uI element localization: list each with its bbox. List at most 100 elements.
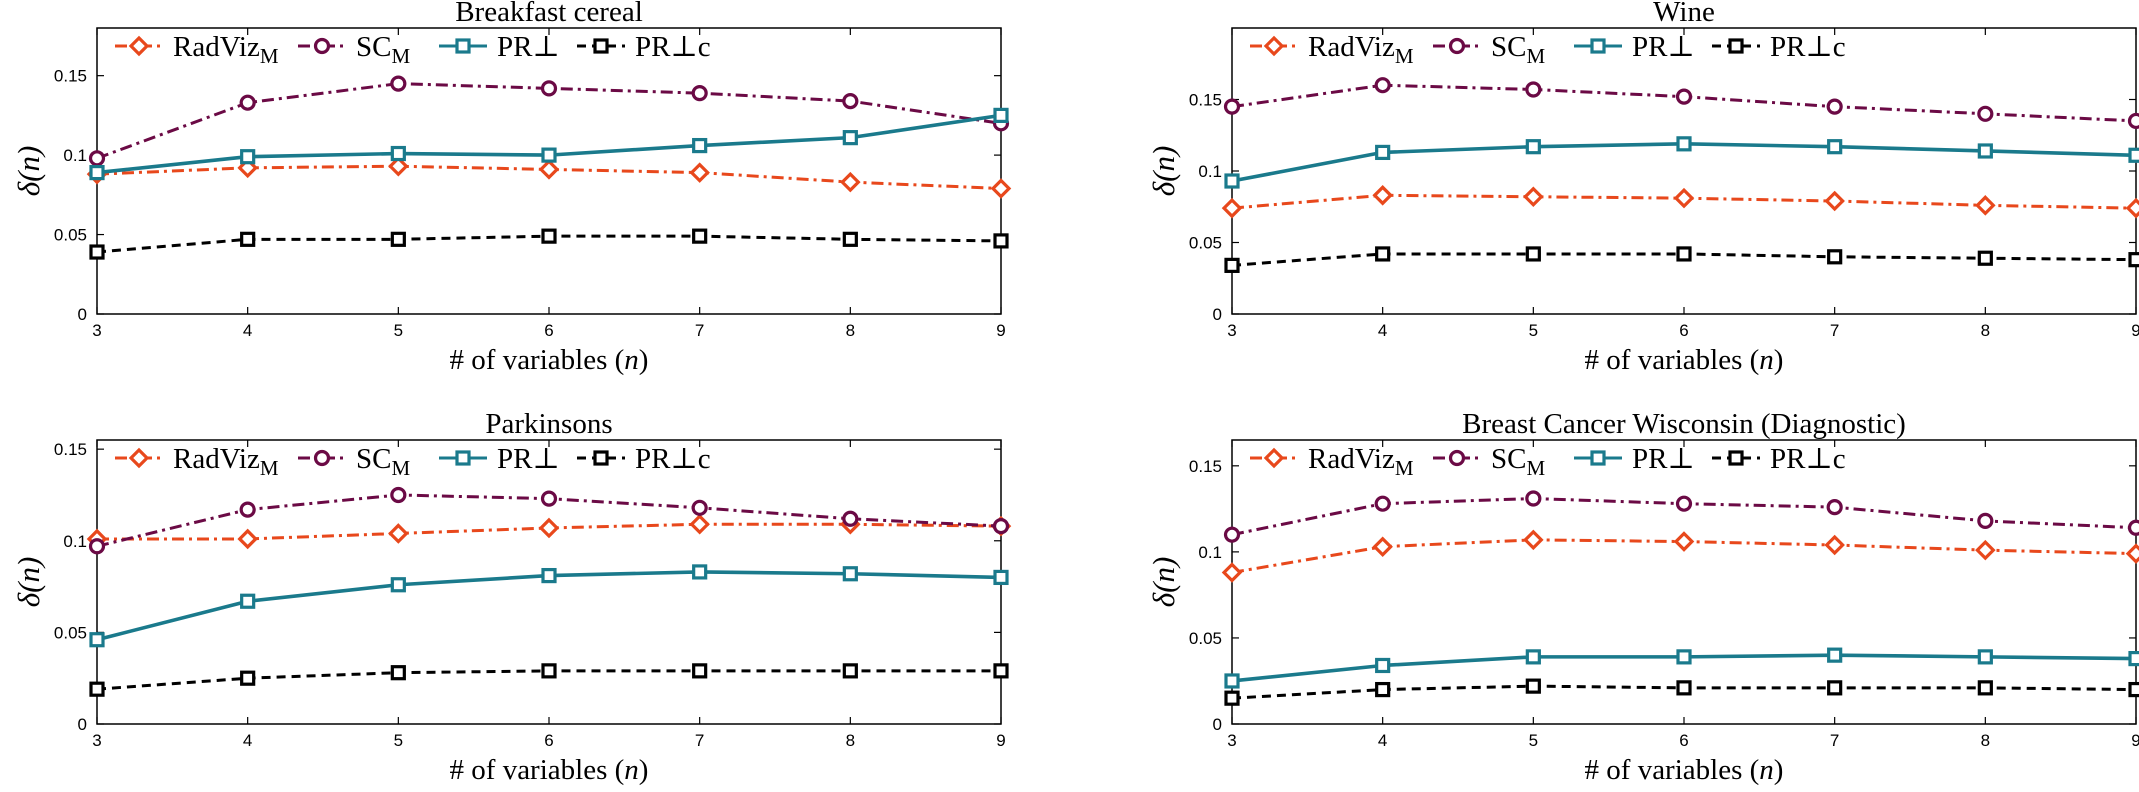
data-point [541,228,557,244]
data-point [1525,649,1541,665]
data-point [388,523,409,544]
data-point [1525,490,1542,507]
y-tick-label: 0.05 [1189,629,1222,648]
data-point [1221,197,1243,219]
data-point [388,155,409,177]
x-tick-label: 6 [1679,731,1688,750]
x-tick-label: 6 [544,731,553,750]
x-tick-label: 4 [243,321,252,340]
data-point [2127,519,2139,536]
legend-marker [313,449,331,467]
legend-label: SCM [1491,443,1545,480]
x-tick-label: 6 [544,321,553,340]
data-point [240,593,256,609]
data-point [390,665,406,681]
y-tick-label: 0.15 [1189,91,1222,110]
data-point [239,94,256,111]
data-point [240,231,256,247]
x-tick-label: 5 [394,731,403,750]
x-axis-label: # of variables (n) [450,754,649,786]
legend-marker [1263,447,1285,469]
chart-panel: Wine 3 4 5 6 7 8 9 0 0.05 0.1 0.15 # of variables (n… [1146,0,2139,376]
data-point [1523,186,1544,208]
data-point [1676,649,1692,665]
data-point [2128,650,2139,667]
legend-marker [313,37,331,55]
series-SC_M [1223,490,2139,543]
data-point [89,681,105,697]
data-point [1824,190,1845,212]
y-axis-label: δ(n) [11,146,46,197]
series-PR_perp [89,564,1009,648]
chart-panel: Breakfast cereal 3 4 5 6 7 8 9 0 0.05 0.1 0.15 # of … [11,0,1012,376]
data-point [2127,112,2139,130]
x-tick-label: 5 [1529,321,1538,340]
data-point [541,663,557,679]
legend: RadVizM SCM PR⊥ PR⊥c [1250,443,1846,480]
data-point [538,159,560,180]
legend-marker [1728,450,1744,466]
legend-marker [1448,37,1466,55]
data-point [1676,680,1692,696]
data-point [1827,249,1843,265]
series-RadViz_M [1221,529,2139,583]
chart-title: Wine [1653,0,1715,28]
data-point [240,149,256,165]
series-PR_perp_c [1224,678,2139,706]
x-axis-label: # of variables (n) [1585,754,1784,786]
data-point [2128,681,2139,698]
data-point [1977,143,1993,159]
x-tick-label: 7 [695,321,704,340]
data-point [1977,105,1994,122]
legend-label: SCM [356,31,410,68]
legend-marker [593,450,609,466]
data-point [692,137,708,154]
data-point [689,514,710,535]
data-point [842,92,859,110]
data-point [1375,144,1391,161]
legend-label: PR⊥c [635,443,711,475]
data-point [1372,185,1393,206]
data-point [541,567,557,584]
data-point [1673,531,1695,552]
legend-label: SCM [356,443,410,480]
chart-title: Breast Cancer Wisconsin (Diagnostic) [1462,408,1906,440]
data-point [390,231,406,247]
legend-marker [1728,38,1744,54]
chart-title: Breakfast cereal [455,0,643,28]
data-point [1375,657,1391,674]
y-axis-label: δ(n) [1146,557,1181,608]
legend-label: PR⊥ [1632,443,1695,475]
data-point [842,231,858,247]
y-tick-label: 0.15 [54,440,87,459]
data-point [692,663,708,679]
x-tick-label: 3 [1227,321,1236,340]
y-axis-label: δ(n) [1146,146,1181,197]
x-tick-label: 8 [846,321,855,340]
data-point [2128,252,2139,268]
legend-label: RadVizM [173,31,279,68]
series-SC_M [88,486,1010,555]
data-point [689,162,710,183]
series-PR_perp [1224,647,2139,689]
y-tick-label: 0.15 [54,67,87,86]
x-tick-label: 3 [1227,731,1236,750]
data-point [692,564,708,580]
y-tick-label: 0.1 [63,532,87,551]
data-point [1824,534,1845,556]
legend-label: RadVizM [173,443,279,480]
legend: RadVizM SCM PR⊥ PR⊥c [1250,31,1846,68]
data-point [1224,173,1240,189]
data-point [1977,649,1993,665]
plot-frame [1231,27,2137,315]
data-point [993,107,1009,123]
data-point [1372,536,1393,557]
data-point [1826,499,1843,516]
data-point [239,501,256,518]
x-tick-label: 5 [1529,731,1538,750]
series-SC_M [88,75,1010,167]
data-point [691,499,708,516]
data-point [842,510,859,527]
x-tick-label: 5 [394,321,403,340]
legend-marker [1263,35,1285,57]
